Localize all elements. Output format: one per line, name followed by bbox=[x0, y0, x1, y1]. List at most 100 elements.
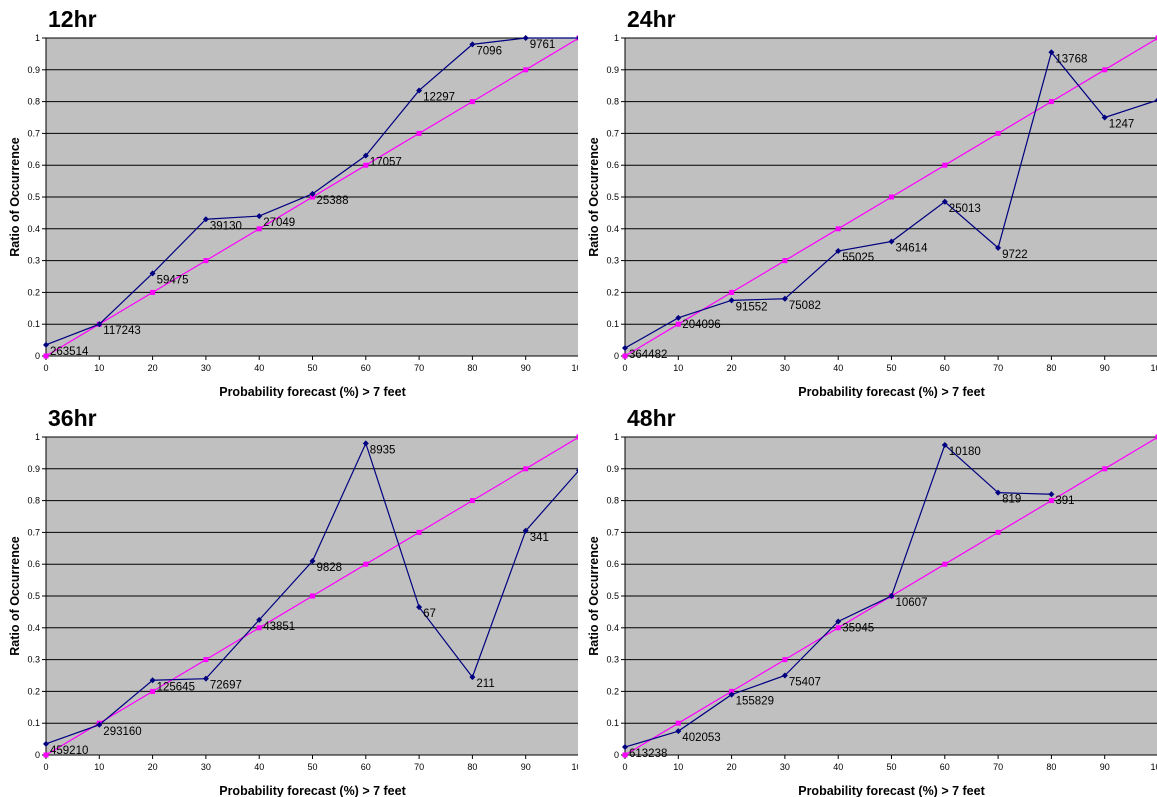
x-tick-label: 100 bbox=[571, 363, 578, 373]
y-tick-label: 0.5 bbox=[27, 192, 40, 202]
observed-point bbox=[416, 604, 423, 611]
data-label: 72697 bbox=[210, 680, 242, 692]
x-tick-label: 30 bbox=[201, 762, 211, 772]
y-tick-label: 0.6 bbox=[27, 559, 40, 569]
y-tick-label: 0.2 bbox=[606, 287, 619, 297]
y-tick-label: 0.3 bbox=[606, 655, 619, 665]
data-label: 12297 bbox=[423, 91, 455, 103]
perfect-point bbox=[1102, 67, 1108, 73]
data-label: 67 bbox=[423, 608, 436, 620]
observed-point bbox=[728, 297, 735, 304]
data-label: 459210 bbox=[50, 745, 88, 757]
perfect-point bbox=[363, 162, 369, 168]
x-tick-label: 50 bbox=[886, 363, 896, 373]
x-tick-label: 20 bbox=[727, 762, 737, 772]
x-tick-label: 60 bbox=[940, 762, 950, 772]
data-label: 75407 bbox=[789, 677, 821, 689]
y-tick-label: 0.2 bbox=[27, 686, 40, 696]
data-label: 819 bbox=[1002, 494, 1021, 506]
observed-point bbox=[941, 441, 948, 448]
x-tick-label: 10 bbox=[673, 762, 683, 772]
data-label: 25388 bbox=[317, 195, 349, 207]
perfect-point bbox=[43, 752, 49, 758]
perfect-point bbox=[835, 625, 841, 631]
x-tick-label: 0 bbox=[622, 363, 627, 373]
observed-point bbox=[202, 216, 209, 223]
x-tick-label: 20 bbox=[148, 363, 158, 373]
y-tick-label: 1 bbox=[614, 432, 619, 442]
x-axis-title: Probability forecast (%) > 7 feet bbox=[798, 385, 985, 398]
perfect-point bbox=[675, 321, 681, 327]
observed-point bbox=[43, 341, 49, 348]
y-tick-label: 0.7 bbox=[606, 128, 619, 138]
perfect-point bbox=[995, 130, 1001, 136]
data-label: 263514 bbox=[50, 346, 89, 358]
y-tick-label: 0.7 bbox=[606, 527, 619, 537]
perfect-point bbox=[782, 657, 788, 663]
perfect-point bbox=[523, 466, 529, 472]
perfect-point bbox=[256, 226, 262, 232]
x-tick-label: 40 bbox=[833, 762, 843, 772]
observed-point bbox=[96, 321, 103, 328]
perfect-point bbox=[150, 688, 156, 694]
observed-point bbox=[781, 672, 788, 679]
y-tick-label: 0.7 bbox=[27, 527, 40, 537]
data-label: 9828 bbox=[317, 562, 343, 574]
perfect-point bbox=[523, 67, 529, 73]
data-label: 211 bbox=[476, 678, 494, 690]
x-tick-label: 50 bbox=[307, 762, 317, 772]
x-tick-label: 80 bbox=[467, 762, 477, 772]
perfect-point bbox=[675, 720, 681, 726]
observed-point bbox=[1048, 491, 1055, 498]
perfect-point bbox=[1155, 434, 1157, 440]
perfect-point bbox=[203, 258, 209, 264]
data-label: 25013 bbox=[949, 203, 981, 215]
observed-point bbox=[43, 740, 49, 747]
y-tick-label: 0.5 bbox=[606, 591, 619, 601]
perfect-point bbox=[310, 194, 315, 200]
y-tick-label: 0.8 bbox=[606, 97, 619, 107]
x-tick-label: 90 bbox=[1100, 762, 1110, 772]
data-label: 59475 bbox=[157, 274, 189, 286]
perfect-point bbox=[43, 353, 49, 359]
data-label: 155829 bbox=[736, 696, 774, 708]
observed-point bbox=[1048, 49, 1055, 56]
y-tick-label: 0.9 bbox=[606, 464, 619, 474]
y-tick-label: 1 bbox=[614, 33, 619, 43]
data-label: 75082 bbox=[789, 300, 821, 312]
y-tick-label: 0.9 bbox=[27, 65, 40, 75]
chart-panel-24hr: 0 0.1 0.2 0.3 0.4 0.5 0.6 0.7 0.8 0.9 1 0 10 20 30 40 50… bbox=[579, 0, 1157, 398]
observed-point bbox=[309, 190, 316, 197]
observed-point bbox=[675, 728, 682, 735]
chart-title: 48hr bbox=[627, 405, 676, 431]
observed-point bbox=[622, 744, 628, 751]
y-tick-label: 0.4 bbox=[27, 224, 40, 234]
y-tick-label: 0 bbox=[35, 750, 40, 760]
chart-12hr: 00.10.20.30.40.50.60.70.80.910 10 20 30 40 50… bbox=[8, 6, 578, 398]
x-tick-label: 60 bbox=[361, 363, 371, 373]
y-tick-label: 1 bbox=[35, 33, 40, 43]
chart-36hr: 00.10.20.30.40.50.60.70.80.910 10 20 30 40 50… bbox=[8, 405, 578, 797]
y-axis-title: Ratio of Occurrence bbox=[587, 536, 601, 656]
y-tick-label: 0.1 bbox=[27, 718, 40, 728]
perfect-point bbox=[416, 130, 422, 136]
y-tick-label: 0.5 bbox=[606, 192, 619, 202]
y-tick-label: 0.2 bbox=[606, 686, 619, 696]
y-tick-label: 0.6 bbox=[606, 559, 619, 569]
observed-point bbox=[728, 691, 735, 698]
perfect-point bbox=[729, 688, 735, 694]
observed-point bbox=[995, 489, 1002, 496]
observed-point bbox=[941, 198, 948, 205]
y-tick-label: 0.6 bbox=[27, 160, 40, 170]
observed-point bbox=[576, 468, 578, 473]
perfect-point bbox=[310, 593, 315, 599]
y-tick-label: 0.2 bbox=[27, 287, 40, 297]
x-tick-label: 50 bbox=[307, 363, 317, 373]
observed-point bbox=[888, 593, 895, 599]
observed-point bbox=[781, 295, 788, 302]
observed-point bbox=[835, 618, 842, 625]
perfect-point bbox=[1155, 35, 1157, 41]
data-label: 402053 bbox=[682, 732, 720, 744]
chart-title: 12hr bbox=[48, 6, 97, 32]
